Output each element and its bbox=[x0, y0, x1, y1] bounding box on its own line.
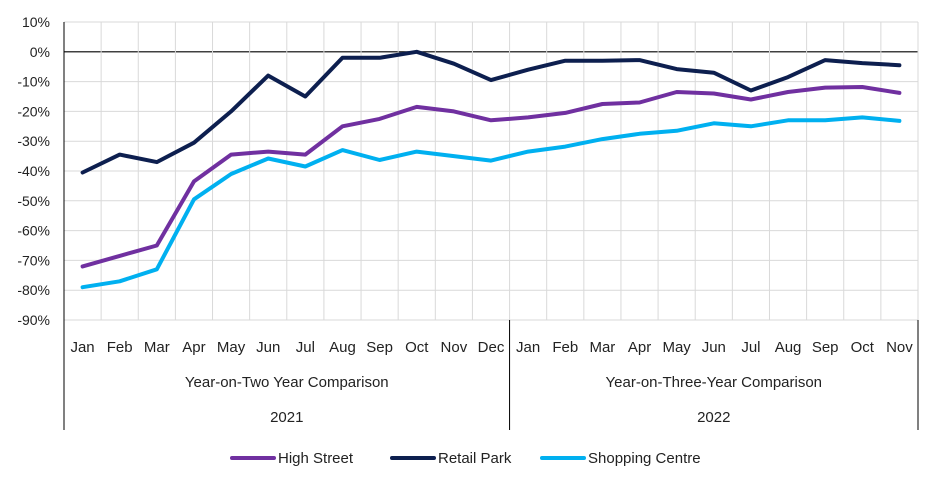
x-tick-label: Mar bbox=[589, 339, 615, 356]
x-tick-label: Sep bbox=[366, 339, 393, 356]
x-tick-label: Nov bbox=[886, 339, 913, 356]
x-tick-label: Aug bbox=[775, 339, 802, 356]
year-label: 2022 bbox=[697, 409, 730, 426]
legend-label: Shopping Centre bbox=[588, 450, 701, 467]
y-tick-label: -60% bbox=[17, 223, 50, 239]
y-tick-label: -20% bbox=[17, 103, 50, 119]
legend-label: Retail Park bbox=[438, 450, 512, 467]
axes: 10% 0% -10% -20% -30% -40% -50% -60% -70% -80% -90… bbox=[17, 14, 919, 430]
series-line-retail-park bbox=[80, 49, 902, 175]
comparison-group-label: Year-on-Three-Year Comparison bbox=[606, 374, 823, 391]
y-tick-label: -50% bbox=[17, 193, 50, 209]
x-tick-label: Jun bbox=[702, 339, 726, 356]
x-tick-label: Apr bbox=[628, 339, 651, 356]
comparison-group-label: Year-on-Two Year Comparison bbox=[185, 374, 389, 391]
x-tick-label: Nov bbox=[441, 339, 468, 356]
y-tick-label: -40% bbox=[17, 163, 50, 179]
year-label: 2021 bbox=[270, 409, 303, 426]
series-lines bbox=[80, 49, 902, 290]
x-tick-label: May bbox=[217, 339, 246, 356]
x-tick-label: Apr bbox=[182, 339, 205, 356]
y-tick-label: -10% bbox=[17, 74, 50, 90]
y-tick-label: -30% bbox=[17, 133, 50, 149]
y-tick-label: 0% bbox=[30, 44, 50, 60]
x-tick-label: Oct bbox=[405, 339, 429, 356]
x-tick-label: Dec bbox=[478, 339, 505, 356]
legend-label: High Street bbox=[278, 450, 354, 467]
y-tick-label: -90% bbox=[17, 312, 50, 328]
x-tick-label: Feb bbox=[552, 339, 578, 356]
x-tick-label: Jan bbox=[70, 339, 94, 356]
x-tick-label: Jun bbox=[256, 339, 280, 356]
y-tick-label: -70% bbox=[17, 252, 50, 268]
x-tick-label: Oct bbox=[851, 339, 875, 356]
x-tick-label: Jan bbox=[516, 339, 540, 356]
y-tick-label: 10% bbox=[22, 14, 50, 30]
x-tick-label: Mar bbox=[144, 339, 170, 356]
gridlines bbox=[63, 21, 919, 321]
x-tick-label: Jul bbox=[296, 339, 315, 356]
series-line-shopping-centre bbox=[80, 115, 902, 290]
legend: High Street Retail Park Shopping Centre bbox=[230, 450, 701, 467]
x-tick-label: Jul bbox=[741, 339, 760, 356]
x-tick-label: Aug bbox=[329, 339, 356, 356]
y-tick-label: -80% bbox=[17, 282, 50, 298]
series-line-high-street bbox=[80, 85, 902, 269]
x-tick-label: May bbox=[662, 339, 691, 356]
x-tick-label: Sep bbox=[812, 339, 839, 356]
x-tick-label: Feb bbox=[107, 339, 133, 356]
